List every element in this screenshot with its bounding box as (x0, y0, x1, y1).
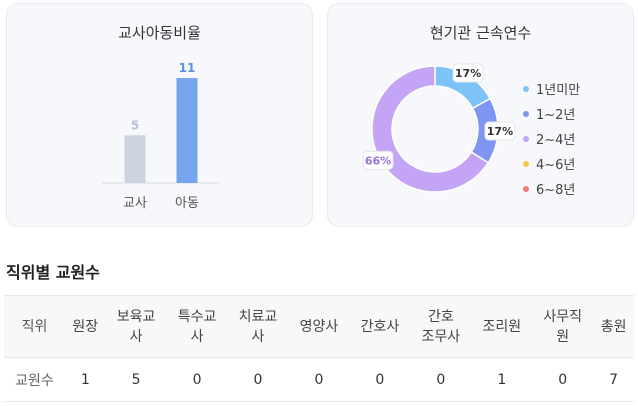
bar-value-label-0: 5 (131, 118, 139, 132)
tenure-donut-chart: 17% 17% 66% (362, 63, 516, 193)
bar-0 (124, 135, 146, 183)
svg-text:17%: 17% (455, 67, 481, 80)
staff-table-cell: 0 (349, 357, 411, 402)
donut-value-label-1: 17% (484, 121, 516, 141)
donut-value-label-0: 17% (452, 63, 484, 83)
legend-label: 2~4년 (536, 133, 576, 148)
legend-label: 4~6년 (536, 158, 576, 173)
ratio-chart-title: 교사아동비율 (118, 24, 201, 42)
bar-1 (176, 78, 198, 183)
svg-text:66%: 66% (365, 154, 391, 167)
staff-table-cell: 5 (105, 357, 167, 402)
bar-value-label-1: 11 (179, 61, 196, 75)
legend-dot-icon (523, 110, 529, 117)
staff-table-header-cell: 간호 조무사 (410, 295, 472, 358)
staff-table: 직위 원장 보육교 사 특수교 사 치료교 사 영양사 간호사 간호 조무사 조리원 사무직 원 총원 교원수… (4, 295, 634, 402)
legend-label: 1~2년 (536, 108, 576, 123)
legend-item-4: 6~8년 (523, 176, 580, 201)
legend-item-2: 2~4년 (523, 126, 580, 151)
staff-table-header-cell: 특수교 사 (166, 295, 228, 358)
teacher-child-ratio-card: 교사아동비율 5 교사 11 아동 (6, 3, 313, 227)
staff-table-header-cell: 치료교 사 (227, 295, 289, 358)
bar-category-label-0: 교사 (123, 196, 147, 211)
staff-table-cell: 7 (593, 357, 634, 402)
staff-table-header-cell: 사무직 원 (532, 295, 594, 358)
legend-label: 1년미만 (536, 83, 581, 98)
staff-table-header-cell: 조리원 (471, 295, 533, 358)
ratio-bar-chart: 5 교사 11 아동 (102, 61, 220, 211)
staff-section-title: 직위별 교원수 (6, 263, 100, 282)
tenure-chart-title: 현기관 근속연수 (429, 24, 532, 42)
staff-table-header-cell: 총원 (593, 295, 634, 358)
staff-table-row-label: 교원수 (4, 357, 65, 402)
donut-value-label-2: 66% (362, 150, 394, 170)
legend-item-0: 1년미만 (523, 76, 580, 101)
donut-slice-2 (371, 65, 490, 193)
tenure-card: 현기관 근속연수 17% 17% 66% 1년미만 1~2년 2~4년 4~6년 6~8년 (327, 3, 634, 227)
svg-text:17%: 17% (487, 125, 513, 138)
staff-table-cell: 1 (471, 357, 533, 402)
staff-table-header-cell: 간호사 (349, 295, 411, 358)
legend-dot-icon (523, 160, 529, 167)
staff-table-header-row: 직위 원장 보육교 사 특수교 사 치료교 사 영양사 간호사 간호 조무사 조리원 사무직 원 총원 (4, 295, 634, 358)
staff-table-header-cell: 원장 (64, 295, 106, 358)
legend-item-1: 1~2년 (523, 101, 580, 126)
staff-table-row: 교원수 1 5 0 0 0 0 0 1 0 7 (4, 357, 634, 402)
staff-table-cell: 0 (227, 357, 289, 402)
staff-table-cell: 0 (166, 357, 228, 402)
legend-item-3: 4~6년 (523, 151, 580, 176)
staff-table-cell: 0 (532, 357, 594, 402)
staff-table-cell: 0 (288, 357, 350, 402)
staff-table-cell: 1 (64, 357, 106, 402)
staff-table-header-cell: 영양사 (288, 295, 350, 358)
legend-label: 6~8년 (536, 183, 576, 198)
staff-table-header-cell: 직위 (4, 295, 65, 358)
tenure-legend: 1년미만 1~2년 2~4년 4~6년 6~8년 (523, 76, 580, 201)
staff-table-header-cell: 보육교 사 (105, 295, 167, 358)
legend-dot-icon (523, 85, 529, 92)
bar-category-label-1: 아동 (175, 196, 199, 211)
staff-table-cell: 0 (410, 357, 472, 402)
legend-dot-icon (523, 135, 529, 142)
legend-dot-icon (523, 185, 529, 192)
